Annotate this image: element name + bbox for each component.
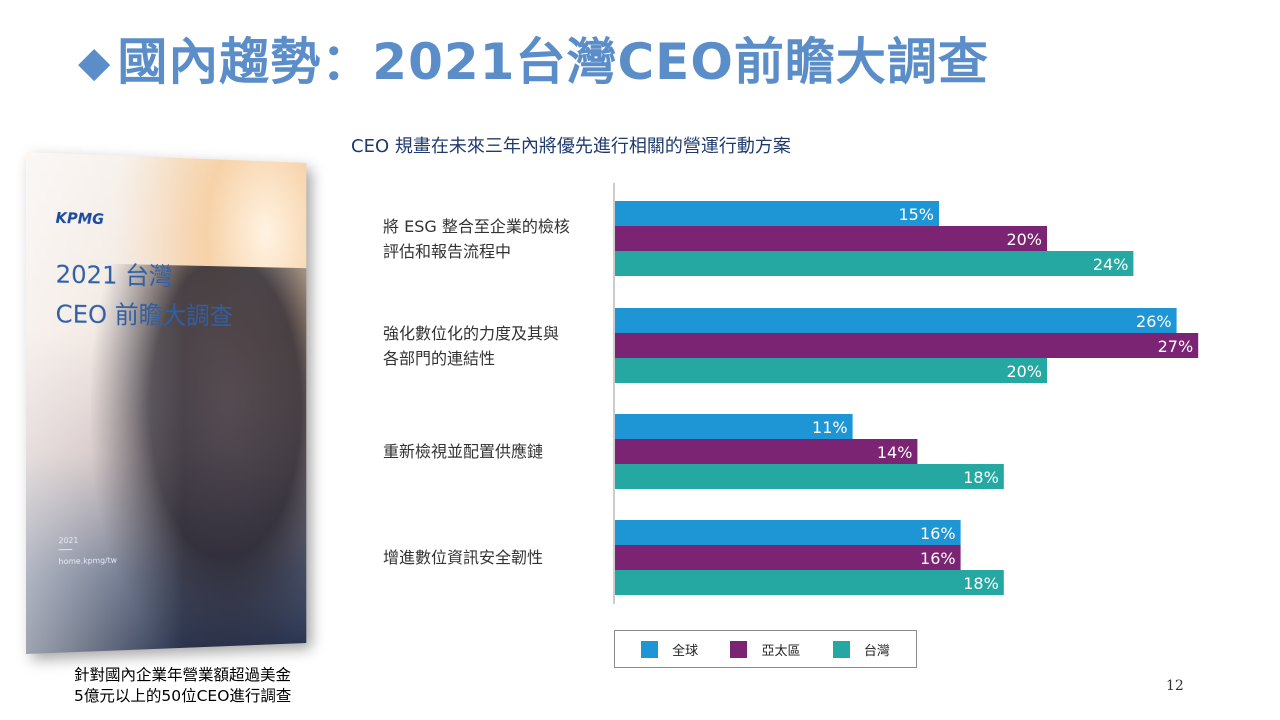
legend-label: 亞太區 xyxy=(761,643,801,659)
category-label-line: 增進數位資訊安全韌性 xyxy=(383,548,544,567)
caption-line2: 5億元以上的50位CEO進行調查 xyxy=(74,687,292,705)
bar-value-label: 24% xyxy=(1093,255,1129,274)
legend-label: 全球 xyxy=(672,643,699,659)
category-label-line: 重新檢視並配置供應鏈 xyxy=(383,442,544,461)
legend-item: 亞太區 xyxy=(730,640,801,659)
category-label-line: 將 ESG 整合至企業的檢核 xyxy=(383,216,570,236)
bar-value-label: 16% xyxy=(920,524,956,543)
slide-title: ◆ 國內趨勢：2021台灣CEO前瞻大調查 xyxy=(78,22,989,94)
bar xyxy=(615,464,1004,489)
category-label: 將 ESG 整合至企業的檢核 評估和報告流程中 xyxy=(383,214,608,264)
category-label-line: 評估和報告流程中 xyxy=(383,241,512,261)
slide-title-text: 國內趨勢：2021台灣CEO前瞻大調查 xyxy=(117,33,989,91)
page-number: 12 xyxy=(1166,678,1184,694)
category-label: 強化數位化的力度及其與 各部門的連結性 xyxy=(383,321,608,371)
chart-title: CEO 規畫在未來三年內將優先進行相關的營運行動方案 xyxy=(351,136,791,157)
bar xyxy=(615,545,961,570)
legend-swatch xyxy=(832,640,850,658)
bar xyxy=(615,333,1199,358)
chart-legend: 全球 亞太區 台灣 xyxy=(614,630,917,668)
bar-value-label: 18% xyxy=(963,574,999,593)
legend-swatch xyxy=(730,640,748,658)
category-label-line: 各部門的連結性 xyxy=(383,348,496,368)
legend-item: 全球 xyxy=(641,640,698,659)
bar xyxy=(615,308,1177,333)
category-label: 增進數位資訊安全韌性 xyxy=(383,545,608,570)
legend-item: 台灣 xyxy=(832,640,890,659)
bar-value-label: 18% xyxy=(963,468,999,487)
bar-value-label: 16% xyxy=(920,549,956,568)
bar xyxy=(615,226,1047,251)
legend-swatch xyxy=(641,640,659,658)
bar-value-label: 27% xyxy=(1158,337,1194,356)
survey-caption: 針對國內企業年營業額超過美金 5億元以上的50位CEO進行調查 xyxy=(74,665,291,707)
diamond-bullet-icon: ◆ xyxy=(78,37,112,86)
bar-value-label: 26% xyxy=(1136,312,1172,331)
category-label-line: 強化數位化的力度及其與 xyxy=(383,323,560,343)
bar xyxy=(615,358,1047,383)
bar-value-label: 20% xyxy=(1006,362,1042,381)
legend-label: 台灣 xyxy=(863,643,890,659)
bar-value-label: 20% xyxy=(1006,230,1042,249)
caption-line1: 針對國內企業年營業額超過美金 xyxy=(74,666,292,684)
bar xyxy=(615,201,939,226)
bar xyxy=(615,251,1134,276)
category-label: 重新檢視並配置供應鏈 xyxy=(383,439,608,464)
bar xyxy=(615,570,1004,595)
bar-value-label: 11% xyxy=(812,418,848,437)
bar-value-label: 15% xyxy=(898,205,934,224)
bar-value-label: 14% xyxy=(877,443,913,462)
bar xyxy=(615,414,853,439)
bar xyxy=(615,439,918,464)
bar xyxy=(615,520,961,545)
